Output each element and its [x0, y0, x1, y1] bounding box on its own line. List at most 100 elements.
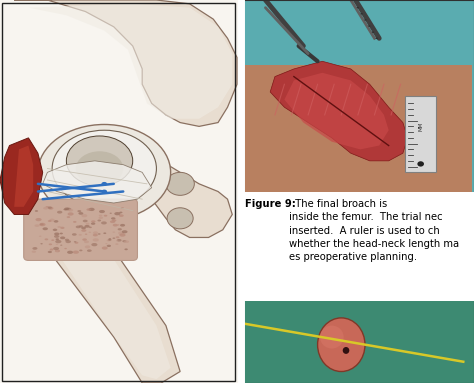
- Ellipse shape: [109, 238, 111, 239]
- Ellipse shape: [56, 244, 58, 245]
- Ellipse shape: [120, 224, 125, 227]
- Ellipse shape: [122, 240, 127, 242]
- Polygon shape: [47, 222, 180, 383]
- Ellipse shape: [55, 240, 62, 243]
- Ellipse shape: [49, 244, 52, 245]
- Bar: [0, 0, 239, 383]
- Ellipse shape: [66, 136, 133, 186]
- Ellipse shape: [32, 247, 37, 250]
- Text: MM: MM: [418, 122, 423, 131]
- Ellipse shape: [40, 243, 43, 244]
- Ellipse shape: [101, 221, 107, 224]
- Ellipse shape: [91, 243, 98, 246]
- Ellipse shape: [65, 239, 69, 241]
- Ellipse shape: [91, 223, 95, 225]
- Ellipse shape: [318, 318, 365, 372]
- Bar: [241, 192, 474, 198]
- Ellipse shape: [114, 212, 120, 215]
- Ellipse shape: [76, 226, 81, 228]
- Ellipse shape: [368, 25, 371, 27]
- Ellipse shape: [113, 224, 118, 226]
- Ellipse shape: [74, 241, 76, 242]
- Ellipse shape: [57, 226, 61, 228]
- Polygon shape: [270, 61, 408, 161]
- Ellipse shape: [48, 251, 52, 253]
- Ellipse shape: [166, 172, 194, 195]
- Ellipse shape: [105, 243, 108, 244]
- Ellipse shape: [68, 212, 73, 216]
- Ellipse shape: [84, 225, 90, 228]
- Ellipse shape: [110, 220, 115, 223]
- Ellipse shape: [107, 245, 111, 247]
- Ellipse shape: [73, 250, 79, 254]
- Polygon shape: [43, 161, 152, 203]
- Ellipse shape: [117, 239, 122, 242]
- Ellipse shape: [40, 223, 44, 225]
- Ellipse shape: [99, 214, 102, 216]
- Ellipse shape: [87, 249, 91, 252]
- Ellipse shape: [82, 214, 87, 217]
- Ellipse shape: [93, 231, 98, 234]
- Ellipse shape: [60, 227, 64, 229]
- Ellipse shape: [89, 232, 91, 233]
- Ellipse shape: [66, 208, 71, 211]
- Ellipse shape: [85, 234, 87, 235]
- Ellipse shape: [68, 209, 73, 211]
- Ellipse shape: [417, 161, 424, 167]
- Ellipse shape: [39, 223, 46, 226]
- Ellipse shape: [117, 224, 119, 226]
- Ellipse shape: [32, 250, 36, 253]
- Ellipse shape: [52, 130, 156, 207]
- Ellipse shape: [64, 208, 67, 210]
- Ellipse shape: [99, 217, 103, 219]
- Ellipse shape: [91, 220, 96, 223]
- Ellipse shape: [48, 220, 52, 222]
- Ellipse shape: [43, 228, 48, 230]
- Ellipse shape: [104, 215, 107, 217]
- Ellipse shape: [111, 217, 116, 219]
- Ellipse shape: [85, 223, 90, 225]
- Ellipse shape: [98, 233, 100, 235]
- Ellipse shape: [55, 250, 59, 252]
- Ellipse shape: [103, 232, 106, 234]
- Ellipse shape: [109, 213, 112, 214]
- Ellipse shape: [79, 249, 82, 251]
- Ellipse shape: [36, 218, 42, 221]
- Ellipse shape: [92, 238, 99, 242]
- Ellipse shape: [76, 151, 123, 186]
- Ellipse shape: [81, 227, 86, 229]
- FancyBboxPatch shape: [24, 199, 137, 260]
- Ellipse shape: [35, 210, 38, 212]
- Ellipse shape: [55, 250, 60, 252]
- Ellipse shape: [124, 249, 128, 250]
- Ellipse shape: [116, 236, 119, 238]
- Ellipse shape: [73, 221, 76, 223]
- Text: Figure 9:: Figure 9:: [245, 199, 296, 209]
- Ellipse shape: [43, 207, 48, 210]
- Ellipse shape: [45, 238, 48, 241]
- Bar: [243, 299, 474, 383]
- Ellipse shape: [112, 219, 116, 221]
- Polygon shape: [284, 73, 389, 149]
- Text: The final broach is
inside the femur.  The trial nec
inserted.  A ruler is used : The final broach is inside the femur. Th…: [289, 199, 459, 262]
- Polygon shape: [14, 0, 237, 126]
- Ellipse shape: [85, 246, 91, 249]
- Polygon shape: [0, 138, 43, 214]
- Ellipse shape: [89, 226, 92, 228]
- Ellipse shape: [86, 208, 91, 211]
- Ellipse shape: [35, 224, 39, 227]
- Ellipse shape: [79, 234, 82, 236]
- Ellipse shape: [116, 240, 118, 241]
- Ellipse shape: [118, 228, 122, 231]
- Ellipse shape: [51, 239, 55, 241]
- Ellipse shape: [60, 245, 63, 246]
- Ellipse shape: [54, 220, 58, 223]
- Ellipse shape: [49, 219, 55, 222]
- Ellipse shape: [65, 240, 71, 243]
- Ellipse shape: [320, 326, 344, 349]
- Ellipse shape: [89, 208, 95, 211]
- Ellipse shape: [122, 230, 128, 233]
- Ellipse shape: [167, 208, 193, 229]
- Ellipse shape: [57, 211, 63, 214]
- Ellipse shape: [109, 239, 112, 241]
